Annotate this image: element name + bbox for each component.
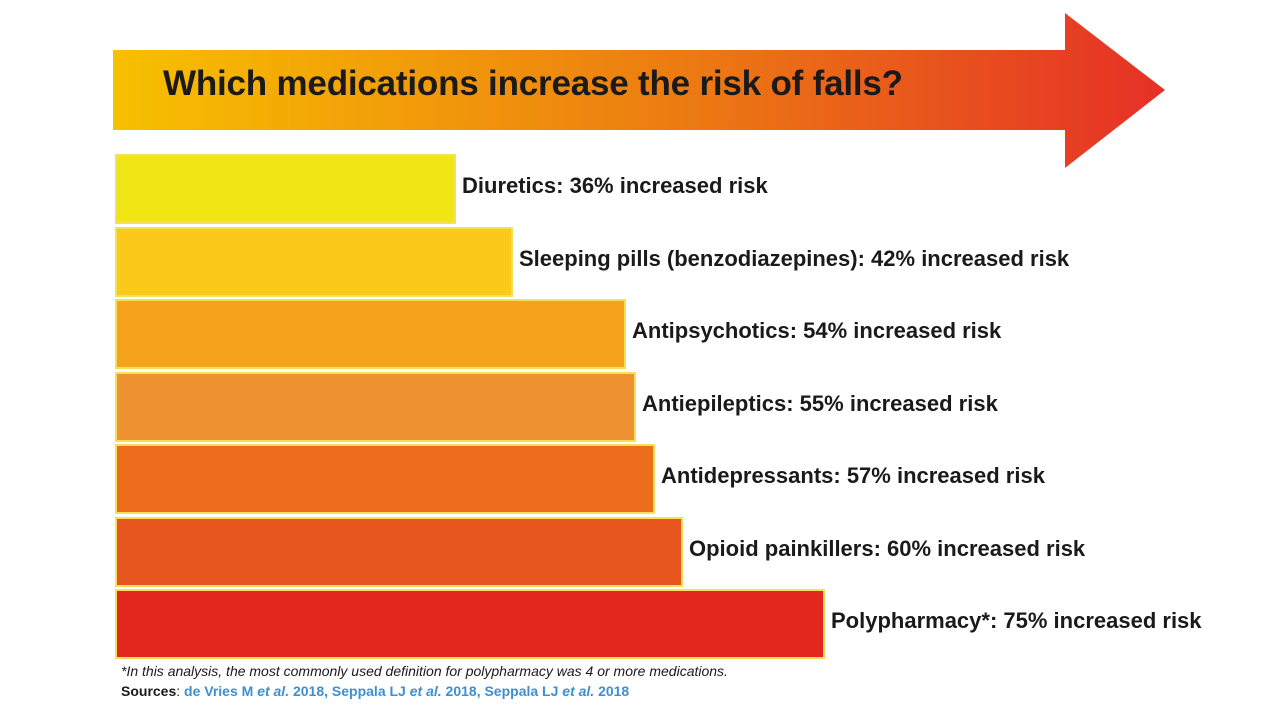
bar-label: Diuretics: 36% increased risk xyxy=(462,173,768,198)
sources-label: Sources xyxy=(121,683,177,699)
bar xyxy=(115,226,513,297)
bar xyxy=(115,299,626,369)
bar xyxy=(115,516,683,587)
bar xyxy=(115,154,456,224)
bar-chart: Diuretics: 36% increased risk Sleeping pi… xyxy=(0,150,1280,660)
bar-label: Antiepileptics: 55% increased risk xyxy=(642,390,998,416)
bar-label: Antipsychotics: 54% increased risk xyxy=(632,318,1002,343)
bar-label: Antidepressants: 57% increased risk xyxy=(661,463,1045,488)
sources-line: Sources: de Vries M et al. 2018, Seppala… xyxy=(121,683,630,699)
bar xyxy=(115,371,636,442)
page-title: Which medications increase the risk of f… xyxy=(163,64,903,103)
bar-label: Sleeping pills (benzodiazepines): 42% in… xyxy=(519,245,1070,271)
source-link[interactable]: Seppala LJ et al. 2018 xyxy=(484,683,630,699)
source-link[interactable]: de Vries M et al. 2018 xyxy=(184,683,325,699)
footnote: *In this analysis, the most commonly use… xyxy=(121,663,728,679)
bar xyxy=(115,589,825,659)
bar-label: Opioid painkillers: 60% increased risk xyxy=(689,535,1086,561)
title-arrow-banner xyxy=(113,13,1165,168)
arrow-shape xyxy=(113,13,1165,168)
bar xyxy=(115,444,655,514)
bar-label: Polypharmacy*: 75% increased risk xyxy=(831,608,1202,633)
source-link[interactable]: Seppala LJ et al. 2018 xyxy=(331,683,477,699)
